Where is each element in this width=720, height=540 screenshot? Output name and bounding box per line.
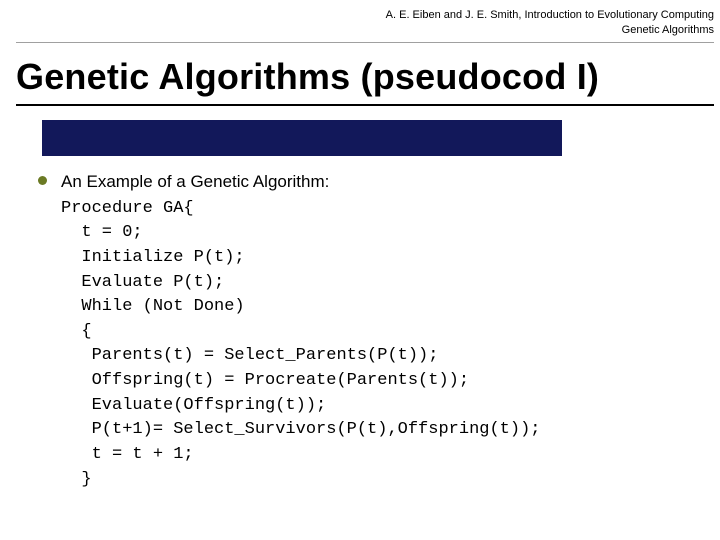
title-rule [16,104,714,106]
bullet-lead-text: An Example of a Genetic Algorithm: [61,170,329,195]
bullet-item: An Example of a Genetic Algorithm: [38,170,696,195]
body-area: An Example of a Genetic Algorithm: Proce… [38,170,696,492]
title-wrap: Genetic Algorithms (pseudocod I) [16,56,704,98]
header-line-2: Genetic Algorithms [386,23,714,38]
title-accent-bar [42,120,562,156]
header-rule [16,42,714,43]
header-line-1: A. E. Eiben and J. E. Smith, Introductio… [386,8,714,23]
header-attribution: A. E. Eiben and J. E. Smith, Introductio… [386,8,714,38]
bullet-dot-icon [38,176,47,185]
slide-title: Genetic Algorithms (pseudocod I) [16,56,704,98]
code-block: Procedure GA{ t = 0; Initialize P(t); Ev… [61,197,696,493]
